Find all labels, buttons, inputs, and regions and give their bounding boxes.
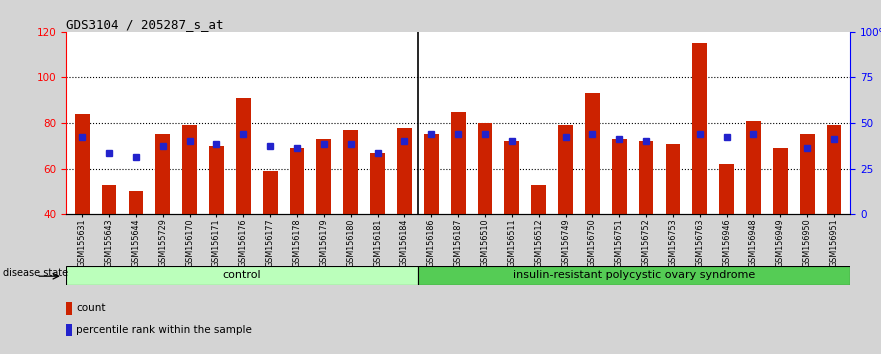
Bar <box>826 125 841 214</box>
Bar <box>236 98 251 214</box>
Text: control: control <box>223 270 261 280</box>
Bar <box>531 184 546 214</box>
Bar <box>66 266 418 285</box>
Bar <box>370 153 385 214</box>
Bar <box>129 192 144 214</box>
Bar <box>182 125 197 214</box>
Bar <box>66 324 72 336</box>
Text: GDS3104 / 205287_s_at: GDS3104 / 205287_s_at <box>66 18 224 31</box>
Bar <box>209 146 224 214</box>
Bar <box>397 127 411 214</box>
Bar <box>478 123 492 214</box>
Bar <box>344 130 358 214</box>
Bar <box>665 143 680 214</box>
Bar <box>418 266 850 285</box>
Bar <box>639 141 654 214</box>
Text: percentile rank within the sample: percentile rank within the sample <box>76 325 252 335</box>
Bar <box>719 164 734 214</box>
Bar <box>692 43 707 214</box>
Bar <box>451 112 465 214</box>
Bar <box>559 125 573 214</box>
Text: count: count <box>76 303 106 313</box>
Bar <box>316 139 331 214</box>
Bar <box>66 302 72 315</box>
Bar <box>800 135 815 214</box>
Bar <box>773 148 788 214</box>
Bar <box>424 135 439 214</box>
Bar <box>75 114 90 214</box>
Bar <box>611 139 626 214</box>
Bar <box>290 148 305 214</box>
Bar <box>155 135 170 214</box>
Bar <box>263 171 278 214</box>
Bar <box>505 141 519 214</box>
Bar <box>585 93 600 214</box>
Bar <box>101 184 116 214</box>
Text: disease state: disease state <box>4 268 69 278</box>
Text: insulin-resistant polycystic ovary syndrome: insulin-resistant polycystic ovary syndr… <box>513 270 755 280</box>
Bar <box>746 121 761 214</box>
